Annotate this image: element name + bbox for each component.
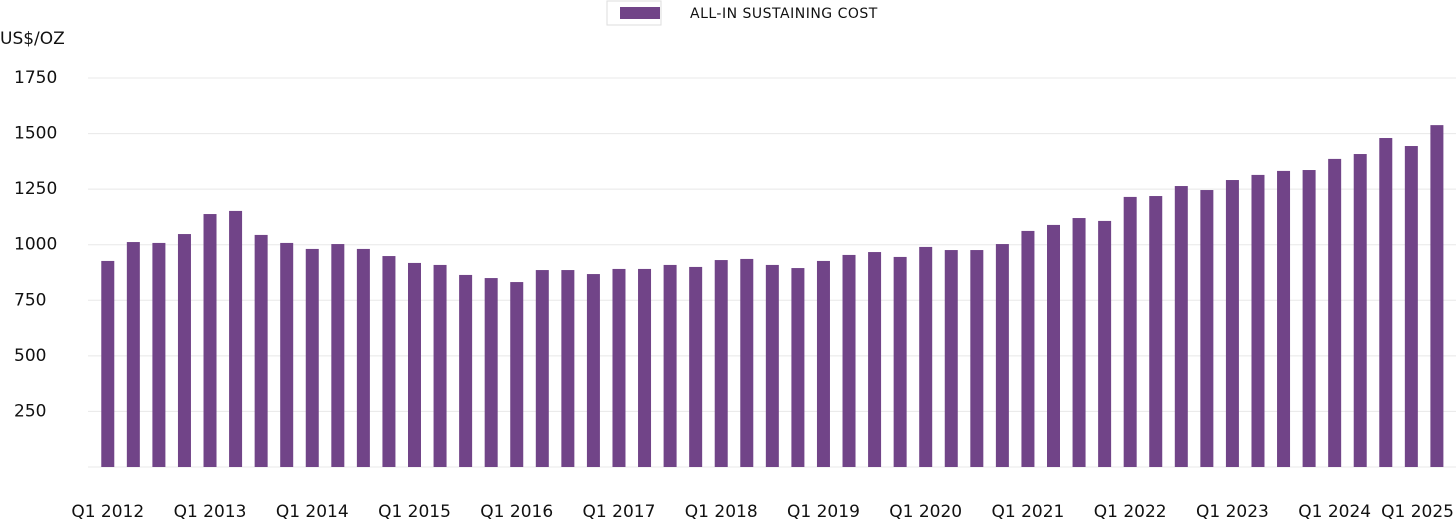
bar xyxy=(510,282,524,467)
bar xyxy=(1430,125,1444,467)
x-tick-label: Q1 2017 xyxy=(583,502,656,522)
bar xyxy=(765,264,779,467)
bar xyxy=(689,266,703,467)
x-tick-label: Q1 2023 xyxy=(1196,502,1269,522)
x-tick-label: Q1 2014 xyxy=(276,502,349,522)
bar xyxy=(459,274,473,467)
bar xyxy=(1021,230,1035,467)
x-tick-label: Q1 2015 xyxy=(378,502,451,522)
bar xyxy=(893,256,907,467)
bar xyxy=(152,242,166,467)
bar xyxy=(1328,158,1342,468)
x-tick-label: Q1 2021 xyxy=(992,502,1065,522)
bar xyxy=(561,270,575,467)
bar xyxy=(970,250,984,467)
bar xyxy=(408,262,421,467)
bar xyxy=(484,278,498,467)
bar xyxy=(638,268,652,467)
bar xyxy=(177,234,191,467)
bar xyxy=(535,270,549,467)
x-tick-label: Q1 2025 xyxy=(1381,502,1454,522)
bar xyxy=(101,260,115,467)
bar xyxy=(356,248,370,467)
bar xyxy=(1353,154,1367,467)
bar xyxy=(714,260,728,467)
bar xyxy=(663,264,677,467)
bar xyxy=(433,264,447,467)
y-tick-label: 1250 xyxy=(14,179,57,199)
bar xyxy=(919,246,933,467)
bar xyxy=(382,256,396,467)
y-tick-label: 1750 xyxy=(14,68,57,88)
bar xyxy=(254,234,268,467)
y-tick-label: 1500 xyxy=(14,124,57,144)
bar xyxy=(1149,196,1163,468)
x-tick-label: Q1 2022 xyxy=(1094,502,1167,522)
x-tick-label: Q1 2018 xyxy=(685,502,758,522)
bar xyxy=(1123,196,1137,467)
y-axis-title: US$/OZ xyxy=(0,29,65,49)
bar xyxy=(842,254,856,467)
bar xyxy=(740,258,754,467)
bar xyxy=(331,244,345,467)
bar xyxy=(1072,218,1086,467)
bar xyxy=(791,268,805,467)
bar xyxy=(944,250,958,467)
bar xyxy=(126,242,140,467)
y-tick-label: 500 xyxy=(14,346,46,366)
x-tick-label: Q1 2024 xyxy=(1298,502,1371,522)
x-tick-label: Q1 2013 xyxy=(174,502,247,522)
bar xyxy=(1047,224,1060,467)
x-tick-label: Q1 2012 xyxy=(71,502,144,522)
bar xyxy=(1302,170,1316,467)
y-tick-label: 1000 xyxy=(14,235,57,255)
x-tick-label: Q1 2020 xyxy=(889,502,962,522)
bar xyxy=(203,214,217,467)
bar xyxy=(612,268,626,467)
bar xyxy=(1251,174,1265,467)
bar xyxy=(816,260,830,467)
bar xyxy=(1379,138,1393,467)
bar xyxy=(995,244,1009,467)
legend-label: ALL-IN SUSTAINING COST xyxy=(690,6,878,22)
bar xyxy=(868,252,882,467)
bar xyxy=(1404,146,1418,468)
bar xyxy=(280,242,294,467)
bar xyxy=(1200,190,1214,468)
legend-swatch xyxy=(620,7,660,19)
bar xyxy=(305,248,319,467)
bar xyxy=(1225,180,1239,467)
y-tick-label: 250 xyxy=(14,401,46,421)
y-tick-label: 750 xyxy=(14,290,46,310)
bar xyxy=(1098,220,1112,467)
bar xyxy=(1277,170,1291,467)
bar xyxy=(1174,186,1188,467)
bar xyxy=(586,274,600,467)
x-tick-label: Q1 2019 xyxy=(787,502,860,522)
x-tick-label: Q1 2016 xyxy=(480,502,553,522)
bar xyxy=(229,210,243,467)
